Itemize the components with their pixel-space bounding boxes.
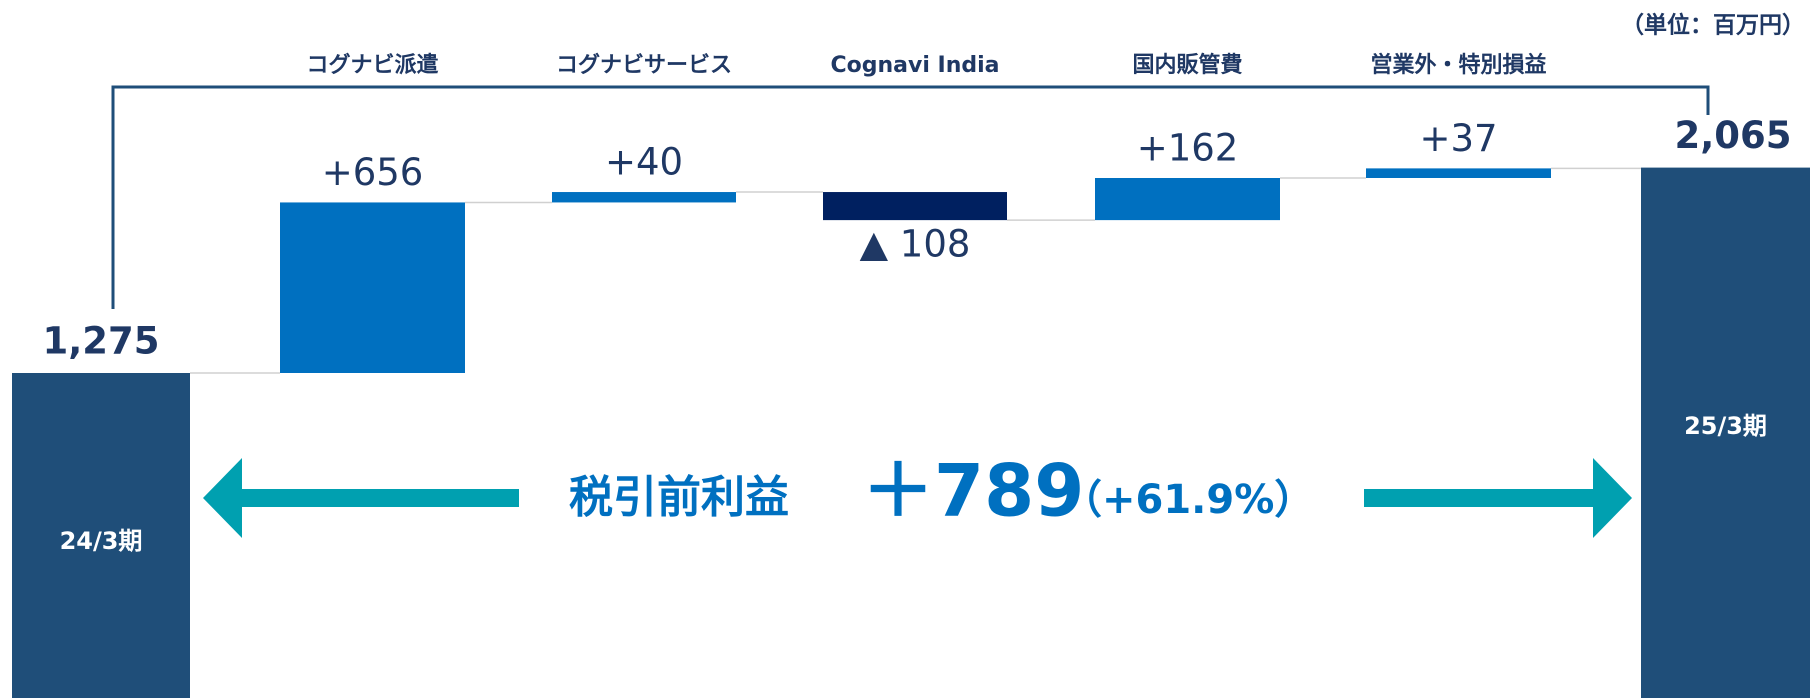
category-label: 営業外・特別損益 — [1370, 52, 1546, 78]
category-label: Cognavi India — [830, 53, 999, 78]
value-label: ▲ 108 — [860, 223, 971, 266]
bar — [823, 192, 1007, 221]
arrow-right — [1364, 458, 1632, 538]
bar — [12, 373, 190, 698]
category-label: コグナビ派遣 — [306, 52, 438, 78]
unit-label: （単位：百万円） — [1621, 12, 1805, 39]
category-label: 25/3期 — [1684, 412, 1767, 440]
value-label: +162 — [1137, 127, 1239, 170]
value-label: +656 — [322, 151, 424, 194]
annotation-change: ＋789 — [862, 449, 1084, 533]
bar — [1366, 168, 1551, 178]
value-label: +40 — [605, 141, 683, 184]
value-label: 2,065 — [1674, 114, 1791, 157]
annotation-label: 税引前利益 — [569, 472, 789, 523]
value-label: +37 — [1419, 117, 1497, 160]
value-label: 1,275 — [42, 320, 159, 363]
bracket — [111, 85, 1710, 309]
annotation-percent: （+61.9%） — [1062, 477, 1314, 523]
category-label: 24/3期 — [60, 527, 143, 555]
bar — [1641, 167, 1810, 698]
arrow-left — [203, 458, 519, 538]
bar — [552, 192, 736, 203]
category-label: 国内販管費 — [1132, 52, 1242, 78]
category-label: コグナビサービス — [556, 52, 732, 78]
bar — [280, 202, 465, 373]
bar — [1095, 178, 1280, 221]
